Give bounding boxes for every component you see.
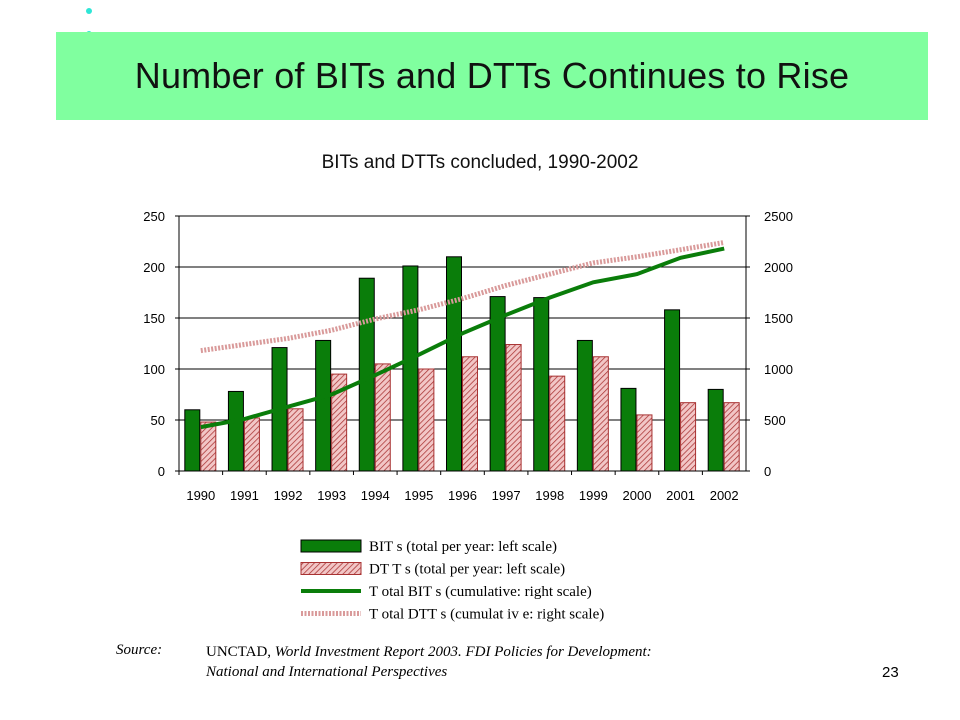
bar-bits: [576, 339, 593, 472]
right-axis-tick-label: 500: [764, 413, 786, 428]
left-axis-tick-label: 150: [143, 311, 165, 326]
bar-bits: [446, 256, 462, 472]
bar-dtts: [680, 402, 697, 472]
bar-dtts: [287, 408, 304, 472]
bullet-dot-1: [86, 8, 92, 14]
right-axis-tick-label: 1000: [764, 362, 793, 377]
x-axis-tick-label: 1993: [317, 488, 346, 503]
left-axis-tick-label: 250: [143, 209, 165, 224]
bar-dtts: [636, 414, 653, 472]
bar-layer: [184, 256, 740, 472]
right-axis-tick-label: 2500: [764, 209, 793, 224]
legend-swatch-bits: [300, 539, 362, 553]
source-title-line1: World Investment Report 2003. FDI Polici…: [274, 644, 652, 660]
right-axis-tick-label: 1500: [764, 311, 793, 326]
bar-bits: [402, 265, 419, 472]
bar-dtts: [418, 368, 435, 472]
source-citation: UNCTAD, World Investment Report 2003. FD…: [206, 642, 826, 682]
x-axis-tick-label: 2002: [710, 488, 739, 503]
left-axis-tick-label: 50: [151, 413, 165, 428]
left-axis-tick-label: 0: [158, 464, 165, 479]
chart-subtitle: BITs and DTTs concluded, 1990-2002: [321, 152, 639, 173]
x-axis-tick-label: 1991: [230, 488, 259, 503]
bar-dtts: [243, 417, 260, 472]
legend-label: BIT s (total per year: left scale): [369, 539, 557, 555]
x-axis-tick-label: 1998: [535, 488, 564, 503]
right-axis-tick-label: 0: [764, 464, 771, 479]
page-number: 23: [882, 664, 899, 681]
source-title-line2: National and International Perspectives: [206, 664, 448, 680]
bar-bits: [533, 297, 550, 472]
x-axis-tick-label: 2000: [623, 488, 652, 503]
legend-swatch-dtts: [300, 562, 362, 575]
x-axis-tick-label: 1990: [186, 488, 215, 503]
legend-label: DT T s (total per year: left scale): [369, 562, 565, 578]
bar-dtts: [549, 375, 566, 472]
bar-dtts: [592, 356, 609, 472]
bar-dtts: [723, 402, 740, 472]
x-axis-tick-label: 1999: [579, 488, 608, 503]
legend-label: T otal BIT s (cumulative: right scale): [369, 584, 592, 600]
bar-dtts: [505, 344, 522, 472]
legend: BIT s (total per year: left scale) DT T s…: [300, 539, 604, 623]
slide-title: Number of BITs and DTTs Continues to Ris…: [134, 55, 850, 96]
source-label: Source:: [116, 642, 163, 658]
left-axis-tick-label: 200: [143, 260, 165, 275]
x-axis-tick-label: 1997: [492, 488, 521, 503]
x-axis-tick-label: 2001: [666, 488, 695, 503]
bar-bits: [184, 409, 201, 472]
x-axis-tick-label: 1992: [274, 488, 303, 503]
bar-bits: [227, 390, 244, 472]
line-layer: [200, 240, 725, 430]
line-total-bits: [200, 246, 725, 430]
title-band: Number of BITs and DTTs Continues to Ris…: [56, 32, 928, 120]
bar-bits: [315, 339, 332, 472]
x-axis-tick-label: 1996: [448, 488, 477, 503]
bar-bits: [620, 387, 637, 472]
bar-bits: [664, 309, 681, 472]
left-axis-tick-label: 100: [143, 362, 165, 377]
source-org: UNCTAD,: [206, 644, 272, 660]
bar-dtts: [200, 421, 217, 472]
line-total-dtts: [200, 240, 725, 354]
bar-dtts: [462, 356, 478, 472]
right-axis-tick-label: 2000: [764, 260, 793, 275]
bar-bits: [707, 388, 724, 472]
x-axis-tick-label: 1995: [404, 488, 433, 503]
plot-border: [178, 215, 747, 472]
x-axis-tick-label: 1994: [361, 488, 390, 503]
bar-dtts: [374, 363, 391, 472]
legend-label: T otal DTT s (cumulat iv e: right scale): [369, 607, 604, 623]
